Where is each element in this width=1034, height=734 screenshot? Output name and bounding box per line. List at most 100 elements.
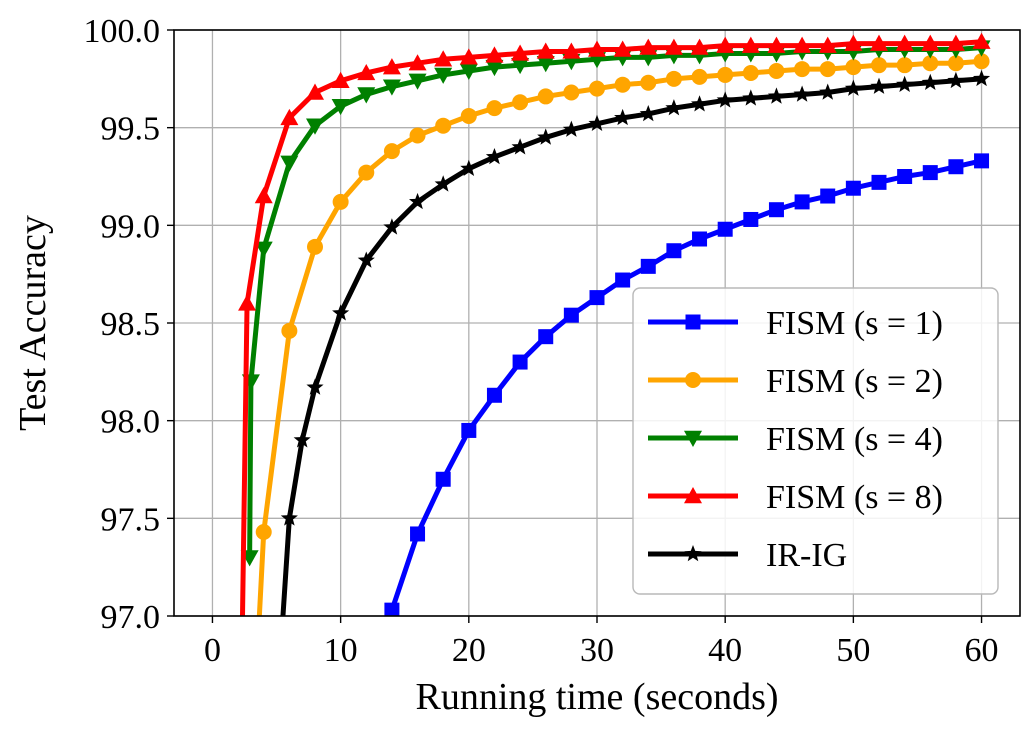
data-point xyxy=(871,174,887,190)
data-point xyxy=(536,56,555,73)
data-point xyxy=(640,74,657,91)
data-point xyxy=(639,38,658,55)
data-point xyxy=(255,524,272,541)
data-point xyxy=(972,32,991,49)
data-point xyxy=(691,68,708,85)
data-point xyxy=(664,38,683,55)
data-point xyxy=(486,100,503,117)
legend-marker xyxy=(685,372,701,388)
data-point xyxy=(589,290,605,306)
data-point xyxy=(357,251,375,268)
legend-marker xyxy=(684,430,702,447)
data-point xyxy=(382,58,401,75)
data-point xyxy=(563,307,579,323)
data-point xyxy=(743,211,759,227)
data-point xyxy=(768,63,785,80)
data-point xyxy=(946,34,965,51)
data-point xyxy=(384,602,400,616)
data-point xyxy=(485,147,504,165)
series-layer xyxy=(238,32,991,616)
data-point xyxy=(460,107,477,124)
data-point xyxy=(665,99,683,116)
data-point xyxy=(331,71,350,88)
data-point xyxy=(538,329,554,345)
x-tick-label: 60 xyxy=(965,632,999,669)
data-point xyxy=(238,294,257,311)
data-point xyxy=(690,95,709,112)
data-point xyxy=(844,34,863,51)
data-point xyxy=(819,83,837,100)
data-point xyxy=(690,38,709,55)
data-point xyxy=(870,77,888,94)
data-point xyxy=(461,422,477,438)
legend-label: FISM (s = 1) xyxy=(766,305,943,342)
data-point xyxy=(434,50,453,67)
legend-label: IR-IG xyxy=(766,537,847,574)
data-point xyxy=(767,87,786,104)
series-ir-ig xyxy=(280,69,991,616)
x-tick-label: 30 xyxy=(580,632,614,669)
data-point xyxy=(459,63,478,81)
data-point xyxy=(307,238,323,255)
data-point xyxy=(562,42,581,59)
ticks: 0 10 20 30 40 50 60 97.0 97.5 98.0 98.5 99.0 99.5 100… xyxy=(84,13,999,669)
data-point xyxy=(383,143,400,160)
data-point xyxy=(818,36,837,53)
data-point xyxy=(692,231,708,247)
data-point xyxy=(485,59,504,77)
data-point xyxy=(640,258,656,274)
data-point xyxy=(254,241,273,258)
y-axis-title: Test Accuracy xyxy=(12,215,54,431)
data-point xyxy=(717,221,733,237)
legend-box xyxy=(632,287,999,595)
legend-label: FISM (s = 2) xyxy=(766,363,943,400)
y-tick-label: 98.0 xyxy=(101,404,161,441)
data-point xyxy=(280,155,299,172)
legend-entry-fism-s-4: FISM (s = 4) xyxy=(648,421,943,458)
data-point xyxy=(434,175,452,192)
data-point xyxy=(332,193,349,210)
data-point xyxy=(357,63,376,81)
data-point xyxy=(845,180,861,196)
data-point xyxy=(435,117,452,134)
data-point xyxy=(511,138,529,155)
data-point xyxy=(666,243,682,259)
data-point xyxy=(921,34,940,51)
data-point xyxy=(281,322,298,339)
data-point xyxy=(844,79,862,96)
data-point xyxy=(895,34,914,51)
data-point xyxy=(511,44,530,61)
data-point xyxy=(293,431,311,448)
data-point xyxy=(742,64,759,81)
data-point xyxy=(639,104,657,122)
data-point xyxy=(435,471,451,487)
legend-entry-fism-s-2: FISM (s = 2) xyxy=(648,363,943,400)
data-point xyxy=(306,83,324,100)
data-point xyxy=(845,59,862,76)
data-point xyxy=(382,79,401,96)
data-point xyxy=(793,36,812,53)
data-point xyxy=(408,192,427,210)
data-point xyxy=(614,108,632,126)
data-point xyxy=(819,61,836,78)
data-point xyxy=(896,75,914,92)
data-point xyxy=(563,84,580,101)
data-point xyxy=(615,272,631,288)
data-point xyxy=(974,153,990,169)
data-point xyxy=(973,53,990,70)
data-point xyxy=(948,159,964,175)
data-point xyxy=(254,187,273,204)
x-tick-label: 0 xyxy=(204,632,221,669)
data-point xyxy=(434,67,453,84)
y-tick-label: 99.5 xyxy=(101,111,161,148)
legend-marker xyxy=(684,487,702,504)
x-axis-title: Running time (seconds) xyxy=(415,676,778,718)
series-fism-s-8 xyxy=(238,32,991,616)
legend-marker xyxy=(684,545,702,562)
series-fism-s-1 xyxy=(384,153,990,616)
data-point xyxy=(486,387,502,403)
data-point xyxy=(896,57,913,74)
data-point xyxy=(537,88,554,105)
data-point xyxy=(588,40,606,57)
legend-entry-fism-s-1: FISM (s = 1) xyxy=(648,305,943,342)
